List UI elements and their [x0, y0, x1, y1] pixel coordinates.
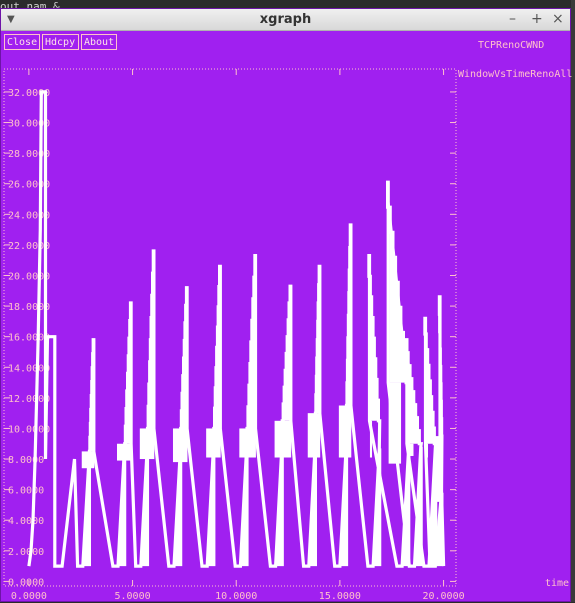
series-tooth [124, 303, 133, 444]
y-tick-label: 22.0000 [8, 241, 50, 252]
series-band [369, 420, 373, 458]
series-tooth [368, 255, 380, 421]
series-band [388, 382, 402, 464]
series-low-tooth [174, 452, 183, 567]
series-low-tooth [207, 448, 216, 567]
y-tick-label: 14.0000 [8, 363, 50, 374]
series-low-tooth [308, 448, 318, 567]
y-tick-label: 30.0000 [8, 119, 50, 130]
series-tooth [282, 286, 293, 421]
x-axis-unit: time [545, 578, 570, 589]
title-bar[interactable]: ▼ xgraph – + × [1, 9, 570, 31]
y-tick-label: 6.0000 [8, 486, 44, 497]
series-low-tooth [402, 454, 411, 567]
window-title: xgraph [259, 12, 312, 27]
series-low-tooth [373, 448, 382, 567]
y-tick-label: 10.0000 [8, 424, 50, 435]
y-tick-label: 2.0000 [8, 547, 44, 558]
y-tick-label: 0.0000 [8, 577, 44, 588]
series-low-tooth [82, 459, 92, 567]
series-low-tooth [118, 451, 127, 567]
series-band [274, 420, 292, 458]
series-line [27, 90, 446, 568]
maximize-icon[interactable]: + [531, 11, 543, 27]
y-tick-label: 32.0000 [8, 88, 50, 99]
series-low-tooth [339, 448, 349, 567]
plot-frame [3, 68, 457, 587]
plot-area: 0.0000 2.0000 4.0000 6.0000 8.0000 10.0000 12.… [3, 68, 465, 602]
series-band [307, 413, 321, 458]
about-button[interactable]: About [81, 34, 117, 50]
y-tick-label: 4.0000 [8, 516, 44, 527]
series-low-tooth [435, 492, 444, 567]
plot-title: TCPRenoCWND [478, 40, 545, 51]
series-band [139, 428, 155, 460]
series-band [206, 428, 221, 458]
series-label: WindowVsTimeRenoAll [458, 69, 573, 80]
series-band [338, 405, 352, 458]
xgraph-window: ▼ xgraph – + × Close Hdcpy About TCPReno… [0, 8, 573, 602]
series-tooth [439, 296, 442, 437]
y-tick-label: 16.0000 [8, 333, 50, 344]
y-tick-label: 8.0000 [8, 455, 44, 466]
series-tooth [315, 266, 322, 414]
series-tooth [180, 287, 189, 429]
series-tooth [424, 318, 436, 444]
x-tick-label: 5.0000 [114, 591, 150, 602]
triangle-down-icon[interactable]: ▼ [7, 14, 15, 25]
series-low-tooth [414, 446, 423, 567]
series-low-tooth [140, 449, 150, 567]
close-button[interactable]: Close [4, 34, 40, 50]
series-tooth [147, 251, 156, 429]
series-band [239, 428, 256, 458]
y-tick-label: 26.0000 [8, 180, 50, 191]
series-low-tooth [275, 448, 284, 567]
x-tick-label: 0.0000 [11, 591, 47, 602]
series-band [434, 436, 441, 502]
y-tick-label: 12.0000 [8, 394, 50, 405]
close-icon[interactable]: × [552, 11, 564, 27]
series-low-tooth [240, 448, 249, 567]
series-band [172, 428, 188, 463]
x-tick-label: 15.0000 [319, 591, 361, 602]
x-tick-label: 20.0000 [422, 591, 464, 602]
y-tick-label: 18.0000 [8, 302, 50, 313]
minimize-icon[interactable]: – [509, 11, 516, 27]
series-tooth [89, 339, 96, 452]
series-band [407, 443, 414, 456]
series-low-tooth [429, 448, 438, 567]
y-tick-label: 28.0000 [8, 149, 50, 160]
series-tooth [346, 225, 353, 406]
hdcpy-button[interactable]: Hdcpy [42, 34, 79, 50]
y-tick-label: 20.0000 [8, 271, 50, 282]
y-tick-label: 24.0000 [8, 210, 50, 221]
series-tooth [406, 339, 422, 444]
series-tooth [213, 266, 222, 429]
series-tooth [387, 182, 409, 383]
series-tooth [247, 255, 257, 429]
background-window-strip [571, 0, 575, 602]
series-band [81, 451, 95, 469]
series-band [425, 443, 429, 458]
x-tick-label: 10.0000 [215, 591, 257, 602]
